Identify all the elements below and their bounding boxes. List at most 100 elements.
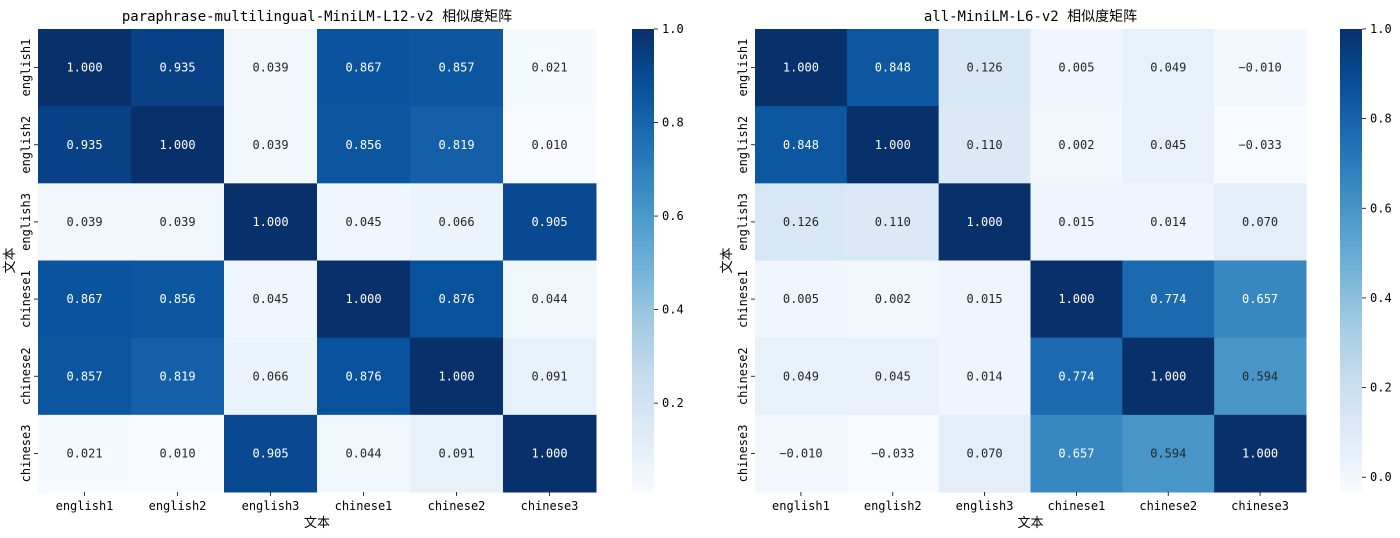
y-tick-label: english3 <box>736 193 750 251</box>
heatmap-cell <box>1030 183 1123 261</box>
heatmap-cell <box>503 337 597 416</box>
colorbar-tick-label: 0.8 <box>662 116 684 130</box>
colorbar-gradient <box>632 29 654 492</box>
cell-value-label: 0.070 <box>1242 215 1278 229</box>
heatmap-cell <box>846 414 940 493</box>
heatmap-cell <box>410 183 504 261</box>
cell-value-label: 0.867 <box>66 292 102 306</box>
colorbar-tick-label: 0.8 <box>1370 112 1392 126</box>
y-tick-label: english2 <box>19 116 33 174</box>
cell-value-label: 0.066 <box>438 215 474 229</box>
heatmap-cell <box>846 29 940 107</box>
heatmap-cell <box>938 414 1031 493</box>
x-axis-label: 文本 <box>304 516 330 531</box>
heatmap-1: 1.000 0.935 0.039 0.867 0.857 0.021 0.935 1.000… <box>3 9 684 531</box>
heatmap-cell <box>938 260 1031 339</box>
heatmap-cell <box>131 106 225 184</box>
chart-title: paraphrase-multilingual-MiniLM-L12-v2 相似… <box>122 9 512 25</box>
heatmap-cell <box>131 414 225 493</box>
cell-value-label: 0.002 <box>1058 138 1094 152</box>
heatmap-cell <box>38 260 132 339</box>
cell-value-label: 0.657 <box>1242 292 1278 306</box>
heatmap-cell <box>410 337 504 416</box>
cell-value-label: 0.066 <box>252 369 288 383</box>
cell-value-label: 0.935 <box>66 138 102 152</box>
y-tick-label: chinese1 <box>736 270 750 328</box>
heatmap-cell <box>410 29 504 107</box>
heatmap-cell <box>1214 106 1307 184</box>
cell-value-label: 0.039 <box>252 61 288 75</box>
heatmap-cell <box>224 260 318 339</box>
heatmap-cell <box>410 414 504 493</box>
cell-value-label: 1.000 <box>438 369 474 383</box>
cell-value-label: 0.049 <box>783 369 819 383</box>
cell-value-label: 0.044 <box>531 292 567 306</box>
heatmap-cell <box>755 29 848 107</box>
cell-value-label: 0.857 <box>438 61 474 75</box>
heatmap-cell <box>755 260 848 339</box>
heatmap-cell <box>755 183 848 261</box>
colorbar-tick-label: 0.2 <box>662 396 684 410</box>
x-tick-label: english2 <box>149 499 207 513</box>
heatmap-cell <box>38 29 132 107</box>
heatmap-cell <box>846 260 940 339</box>
colorbar-tick-label: 0.4 <box>1370 291 1392 305</box>
cell-value-label: 0.002 <box>875 292 911 306</box>
heatmap-cell <box>1122 106 1215 184</box>
cell-value-label: −0.010 <box>1238 61 1281 75</box>
heatmap-cell <box>755 414 848 493</box>
x-tick-label: chinese3 <box>1231 499 1289 513</box>
x-axis-label: 文本 <box>1017 516 1043 531</box>
heatmap-cell <box>503 106 597 184</box>
x-tick-label: chinese1 <box>1048 499 1106 513</box>
heatmap-cell <box>755 106 848 184</box>
heatmap-cell <box>38 183 132 261</box>
heatmap-cell <box>38 106 132 184</box>
heatmap-cell <box>224 414 318 493</box>
heatmap-cell <box>938 29 1031 107</box>
heatmap-cell <box>1214 29 1307 107</box>
cell-value-label: 1.000 <box>252 215 288 229</box>
cell-value-label: −0.033 <box>1238 138 1281 152</box>
cell-value-label: 0.045 <box>875 369 911 383</box>
colorbar-tick-label: 0.6 <box>662 209 684 223</box>
heatmap-cell <box>1214 183 1307 261</box>
cell-value-label: 0.876 <box>438 292 474 306</box>
colorbar-tick-label: 0.2 <box>1370 381 1392 395</box>
cell-value-label: 0.819 <box>159 369 195 383</box>
heatmap-cell <box>224 29 318 107</box>
x-tick-label: chinese2 <box>1139 499 1197 513</box>
cell-value-label: 0.848 <box>783 138 819 152</box>
colorbar-tick-label: 0.0 <box>1370 470 1392 484</box>
cell-value-label: 1.000 <box>1058 292 1094 306</box>
heatmap-cell <box>317 260 411 339</box>
heatmap-cell <box>317 183 411 261</box>
heatmap-cell <box>38 414 132 493</box>
cell-value-label: 1.000 <box>531 446 567 460</box>
heatmap-cell <box>503 29 597 107</box>
heatmap-cell <box>1122 29 1215 107</box>
x-tick-label: english3 <box>242 499 300 513</box>
heatmap-cell <box>317 414 411 493</box>
y-axis-label: 文本 <box>720 247 735 273</box>
cell-value-label: 0.015 <box>967 292 1003 306</box>
cell-value-label: 0.091 <box>438 446 474 460</box>
colorbar-gradient <box>1340 29 1362 492</box>
heatmap-cell <box>224 106 318 184</box>
heatmap-cell <box>38 337 132 416</box>
heatmap-cell <box>938 106 1031 184</box>
heatmap-cell <box>503 260 597 339</box>
heatmap-cell <box>503 414 597 493</box>
heatmap-cell <box>846 337 940 416</box>
cell-value-label: −0.033 <box>871 446 914 460</box>
x-tick-label: chinese2 <box>428 499 486 513</box>
x-tick-label: english3 <box>956 499 1014 513</box>
cell-value-label: 0.039 <box>159 215 195 229</box>
heatmap-cell <box>755 337 848 416</box>
heatmap-cell <box>1122 183 1215 261</box>
cell-value-label: 0.657 <box>1058 446 1094 460</box>
cell-value-label: 1.000 <box>967 215 1003 229</box>
cell-value-label: 0.045 <box>345 215 381 229</box>
